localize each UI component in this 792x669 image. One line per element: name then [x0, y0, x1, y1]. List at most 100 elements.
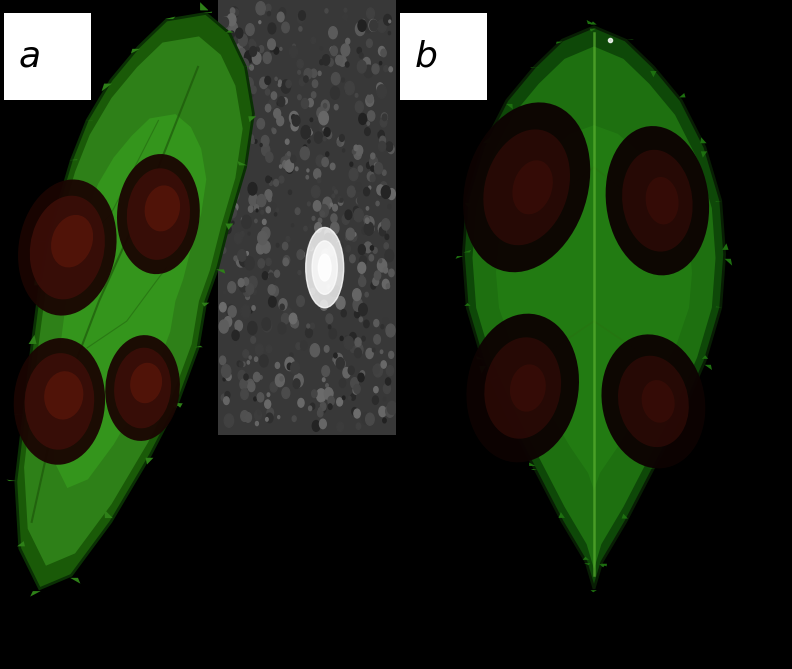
Ellipse shape — [379, 407, 386, 417]
Ellipse shape — [252, 306, 255, 310]
Ellipse shape — [339, 359, 345, 369]
Ellipse shape — [278, 97, 285, 106]
Ellipse shape — [358, 262, 366, 274]
Ellipse shape — [238, 278, 244, 287]
Ellipse shape — [283, 98, 287, 104]
Ellipse shape — [259, 393, 263, 399]
Ellipse shape — [105, 335, 180, 441]
Ellipse shape — [379, 222, 386, 234]
Polygon shape — [195, 346, 203, 347]
Ellipse shape — [253, 52, 261, 64]
Ellipse shape — [372, 349, 375, 352]
Ellipse shape — [282, 22, 289, 33]
Ellipse shape — [311, 390, 317, 397]
Ellipse shape — [247, 361, 249, 364]
Ellipse shape — [278, 323, 286, 334]
Ellipse shape — [283, 242, 287, 250]
Ellipse shape — [330, 47, 334, 52]
Ellipse shape — [238, 149, 246, 160]
Ellipse shape — [328, 397, 334, 405]
Ellipse shape — [295, 208, 300, 215]
Polygon shape — [463, 27, 725, 589]
Ellipse shape — [310, 344, 319, 357]
Ellipse shape — [276, 374, 284, 387]
Ellipse shape — [354, 128, 356, 131]
Ellipse shape — [287, 363, 292, 370]
Ellipse shape — [379, 141, 386, 151]
Ellipse shape — [371, 153, 375, 159]
Ellipse shape — [244, 374, 248, 380]
Ellipse shape — [239, 48, 246, 58]
Ellipse shape — [364, 242, 371, 253]
Ellipse shape — [322, 55, 329, 65]
Ellipse shape — [466, 314, 579, 462]
Ellipse shape — [260, 144, 262, 147]
Ellipse shape — [384, 243, 388, 249]
Ellipse shape — [320, 300, 328, 310]
Polygon shape — [701, 151, 707, 158]
Ellipse shape — [333, 358, 335, 361]
Ellipse shape — [267, 270, 273, 280]
Ellipse shape — [352, 407, 357, 415]
Ellipse shape — [387, 401, 397, 414]
Ellipse shape — [323, 128, 326, 131]
Ellipse shape — [380, 136, 386, 145]
Ellipse shape — [228, 207, 236, 218]
Ellipse shape — [379, 259, 382, 263]
Ellipse shape — [372, 396, 379, 404]
Ellipse shape — [366, 349, 373, 359]
Polygon shape — [455, 256, 463, 259]
Ellipse shape — [346, 246, 351, 252]
Ellipse shape — [345, 87, 349, 92]
Polygon shape — [529, 462, 535, 466]
Polygon shape — [702, 355, 708, 359]
Ellipse shape — [383, 318, 389, 326]
Ellipse shape — [279, 121, 281, 124]
Polygon shape — [69, 159, 78, 160]
Ellipse shape — [238, 130, 246, 139]
Ellipse shape — [227, 128, 236, 142]
Ellipse shape — [300, 252, 304, 258]
Ellipse shape — [309, 406, 312, 411]
Ellipse shape — [230, 31, 234, 37]
Ellipse shape — [337, 241, 341, 246]
Ellipse shape — [333, 187, 335, 191]
Ellipse shape — [357, 47, 361, 54]
Ellipse shape — [307, 98, 314, 107]
Ellipse shape — [322, 378, 325, 381]
Ellipse shape — [329, 286, 337, 296]
Ellipse shape — [285, 139, 289, 145]
Ellipse shape — [266, 258, 271, 266]
Ellipse shape — [255, 219, 257, 223]
Ellipse shape — [384, 221, 386, 225]
Polygon shape — [226, 223, 234, 230]
Ellipse shape — [298, 14, 304, 23]
Ellipse shape — [389, 269, 394, 277]
Ellipse shape — [307, 324, 310, 328]
Ellipse shape — [257, 242, 265, 254]
Ellipse shape — [386, 405, 394, 417]
Ellipse shape — [220, 209, 226, 217]
Ellipse shape — [354, 409, 360, 418]
Ellipse shape — [380, 182, 387, 191]
Ellipse shape — [373, 364, 383, 377]
Ellipse shape — [319, 404, 326, 413]
Ellipse shape — [114, 348, 171, 428]
Ellipse shape — [304, 68, 311, 79]
Ellipse shape — [291, 318, 299, 328]
Ellipse shape — [292, 115, 300, 126]
Ellipse shape — [356, 145, 363, 156]
Polygon shape — [650, 71, 657, 77]
Polygon shape — [105, 509, 112, 518]
Ellipse shape — [261, 10, 265, 15]
Ellipse shape — [510, 365, 546, 411]
Ellipse shape — [254, 410, 261, 420]
Ellipse shape — [276, 116, 284, 126]
Ellipse shape — [463, 102, 590, 272]
Ellipse shape — [240, 116, 248, 128]
Ellipse shape — [342, 214, 349, 224]
Ellipse shape — [337, 398, 342, 406]
Ellipse shape — [248, 382, 255, 391]
Ellipse shape — [145, 185, 180, 231]
Polygon shape — [715, 201, 722, 202]
